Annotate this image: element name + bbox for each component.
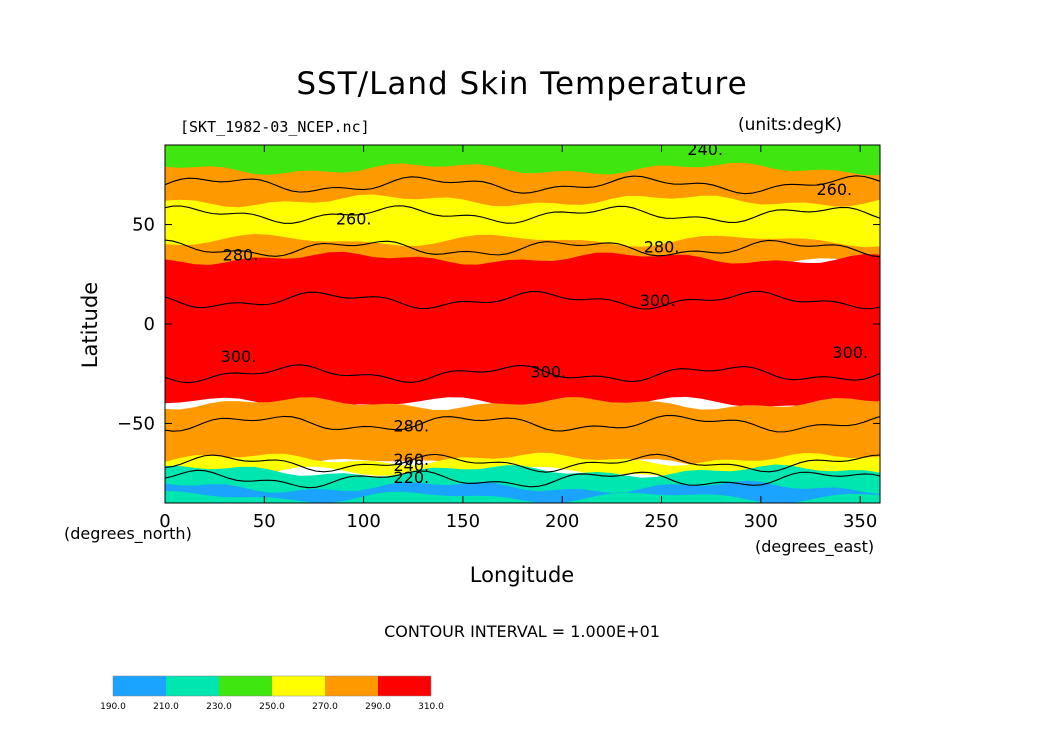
chart-title: SST/Land Skin Temperature: [296, 66, 748, 102]
contour-label: 300.: [832, 343, 868, 362]
contour-line: [165, 205, 880, 224]
contour-label: 280.: [644, 237, 680, 256]
legend-swatch: [378, 676, 431, 696]
contour-label: 300.: [640, 291, 676, 310]
x-tick-label: 200: [545, 511, 579, 532]
temperature-band: [165, 397, 880, 470]
x-tick-label: 0: [159, 511, 170, 532]
y-axis-units: (degrees_north): [64, 524, 192, 543]
x-tick-label: 300: [744, 511, 778, 532]
contour-interval-label: CONTOUR INTERVAL = 1.000E+01: [384, 622, 660, 641]
units-label: (units:degK): [738, 115, 842, 135]
x-tick-label: 250: [644, 511, 678, 532]
y-tick-label: 0: [144, 314, 155, 335]
legend-frame: [112, 675, 432, 697]
legend-swatch: [219, 676, 272, 696]
contour-line: [165, 469, 880, 489]
temperature-band: [165, 480, 880, 503]
temperature-band: [165, 194, 880, 248]
legend-swatch: [272, 676, 325, 696]
x-tick-label: 150: [446, 511, 480, 532]
legend-swatch: [166, 676, 219, 696]
legend-level-label: 250.0: [259, 702, 285, 712]
temperature-band: [165, 251, 880, 410]
contour-label: 240.: [687, 140, 723, 159]
legend-level-label: 290.0: [365, 702, 391, 712]
contour-line: [165, 414, 880, 433]
contour-label: 260.: [336, 210, 372, 229]
legend-level-label: 190.0: [100, 702, 126, 712]
contour-label: 260.: [393, 450, 429, 469]
file-label: [SKT_1982-03_NCEP.nc]: [180, 118, 370, 136]
contour-line: [165, 175, 880, 195]
x-tick-label: 50: [253, 511, 276, 532]
legend-level-label: 310.0: [418, 702, 444, 712]
contour-label: 220.: [393, 468, 429, 487]
contour-line: [165, 239, 880, 258]
x-axis-units: (degrees_east): [755, 537, 875, 556]
x-tick-label: 100: [346, 511, 380, 532]
contour-line: [165, 364, 880, 384]
contour-label: 280.: [223, 245, 259, 264]
contour-label: 260.: [817, 180, 853, 199]
map-field: 240.260.260.280. 280.300.300.300.300.280.…: [165, 140, 880, 503]
y-tick-label: 50: [132, 215, 155, 236]
contour-label: 300.: [531, 363, 567, 382]
legend-level-label: 270.0: [312, 702, 338, 712]
x-axis-title: Longitude: [469, 563, 575, 587]
contour-label: 280.: [393, 416, 429, 435]
legend-swatch: [113, 676, 166, 696]
contour-label: 240.: [393, 456, 429, 475]
legend-swatch: [325, 676, 378, 696]
legend-level-label: 230.0: [206, 702, 232, 712]
x-tick-label: 350: [843, 511, 877, 532]
contour-line: [165, 290, 880, 310]
y-tick-label: −50: [117, 413, 155, 434]
contour-line: [165, 453, 880, 473]
contour-label: 300.: [221, 347, 257, 366]
legend-level-label: 210.0: [153, 702, 179, 712]
